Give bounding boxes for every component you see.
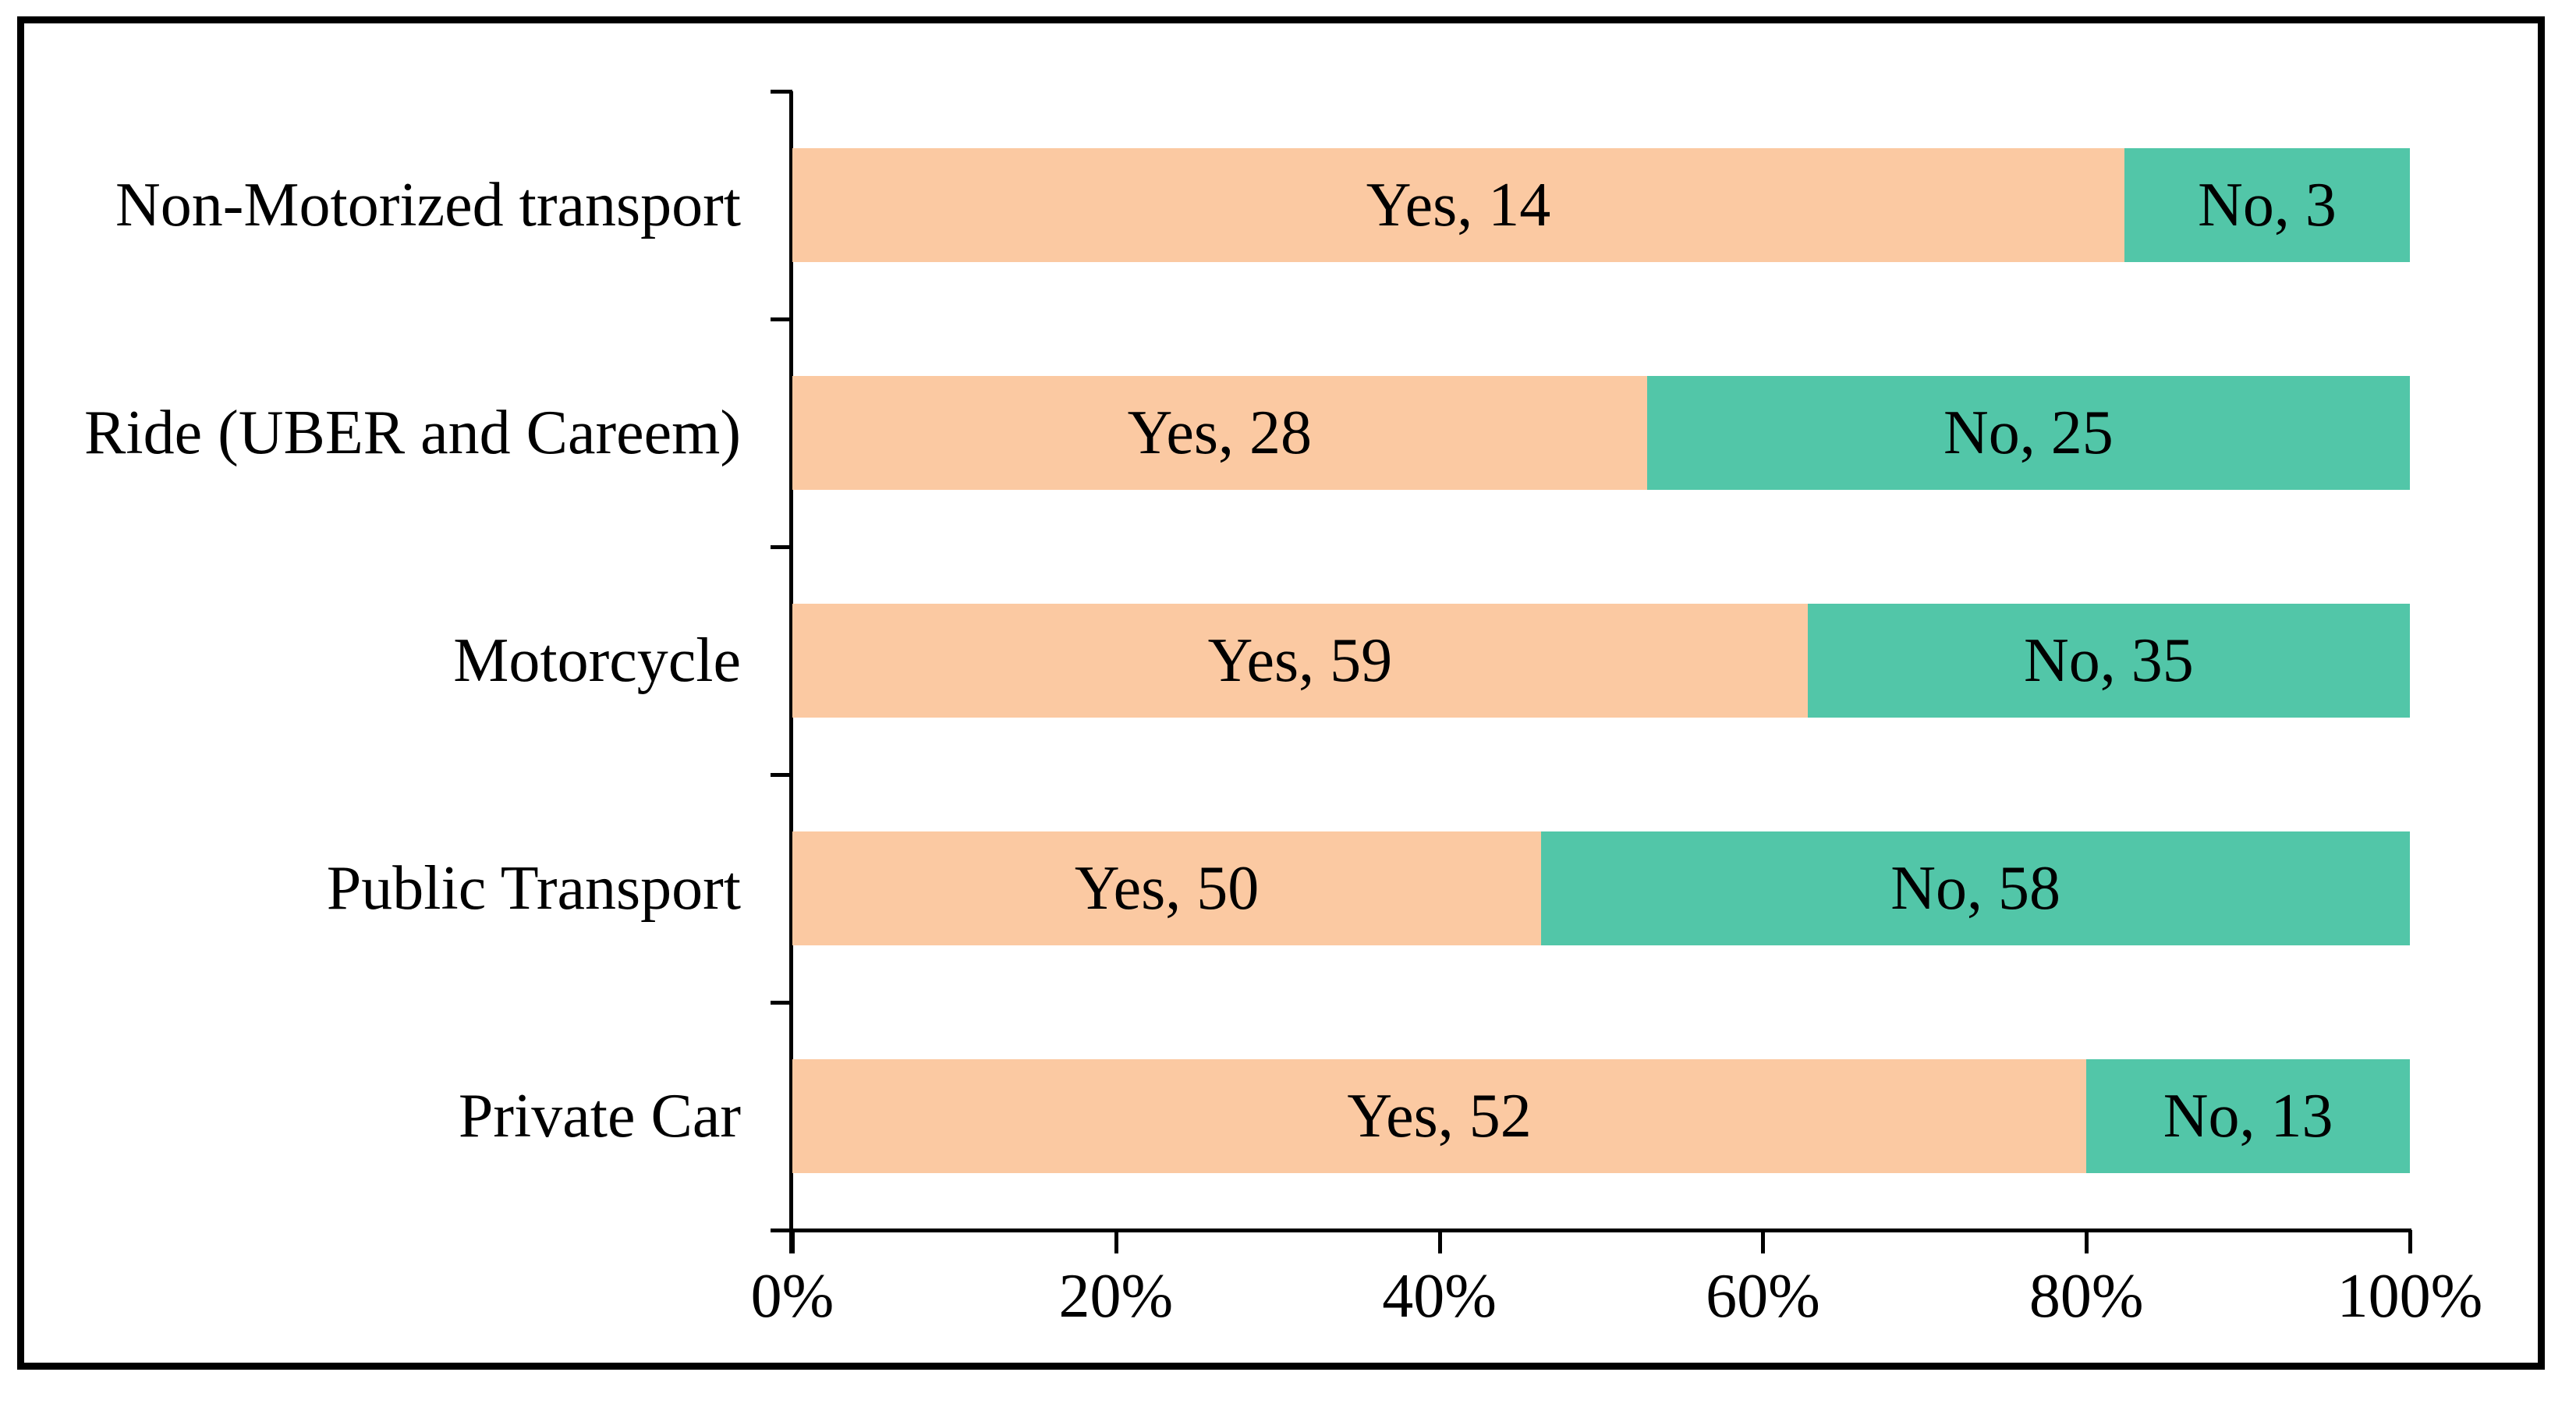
y-axis-line: [789, 91, 793, 1253]
bar-value-label: Yes, 14: [1366, 171, 1551, 239]
category-label: Private Car: [458, 1082, 741, 1150]
bar-value-label: Yes, 52: [1347, 1082, 1532, 1150]
x-tick-label: 40%: [1382, 1262, 1497, 1331]
bar-value-label: No, 13: [2163, 1082, 2333, 1150]
x-axis-line: [771, 1228, 2411, 1232]
category-label: Ride (UBER and Careem): [84, 399, 741, 467]
x-tick-label: 0%: [750, 1262, 834, 1331]
x-tick-label: 80%: [2029, 1262, 2144, 1331]
bar-value-label: No, 58: [1890, 854, 2060, 923]
bar-segment-yes: Yes, 52: [792, 1059, 2087, 1173]
category-label: Public Transport: [326, 854, 741, 923]
y-axis-tick: [771, 1001, 792, 1005]
x-axis-tick: [791, 1230, 795, 1253]
bar-segment-no: No, 3: [2124, 148, 2410, 262]
bar-segment-yes: Yes, 28: [792, 376, 1647, 490]
y-axis-tick: [771, 90, 792, 94]
bar-value-label: Yes, 59: [1207, 626, 1393, 695]
category-label: Motorcycle: [453, 626, 741, 695]
bar-value-label: No, 3: [2198, 171, 2337, 239]
bar-segment-no: No, 35: [1807, 604, 2410, 718]
category-label: Non-Motorized transport: [115, 171, 741, 239]
x-tick-label: 100%: [2337, 1262, 2483, 1331]
x-axis-tick: [1437, 1230, 1442, 1253]
x-axis-tick: [2085, 1230, 2089, 1253]
x-axis-tick: [1761, 1230, 1766, 1253]
bar-value-label: Yes, 50: [1074, 854, 1260, 923]
y-axis-tick: [771, 545, 792, 549]
y-axis-tick: [771, 773, 792, 777]
bar-segment-no: No, 25: [1646, 376, 2410, 490]
bar-value-label: Yes, 28: [1127, 399, 1313, 467]
bar-row: Yes, 28 No, 25: [792, 376, 2410, 490]
bar-row: Yes, 14 No, 3: [792, 148, 2410, 262]
bar-row: Yes, 59 No, 35: [792, 604, 2410, 718]
bar-segment-no: No, 58: [1541, 831, 2410, 945]
bar-row: Yes, 52 No, 13: [792, 1059, 2410, 1173]
bar-segment-yes: Yes, 59: [792, 604, 1808, 718]
y-axis-tick: [771, 317, 792, 321]
x-axis-tick: [1114, 1230, 1118, 1253]
x-tick-label: 20%: [1058, 1262, 1174, 1331]
bar-segment-yes: Yes, 14: [792, 148, 2124, 262]
bar-row: Yes, 50 No, 58: [792, 831, 2410, 945]
x-tick-label: 60%: [1706, 1262, 1820, 1331]
bar-segment-yes: Yes, 50: [792, 831, 1542, 945]
bar-segment-no: No, 13: [2086, 1059, 2410, 1173]
bar-value-label: No, 25: [1943, 399, 2114, 467]
x-axis-tick: [2408, 1230, 2412, 1253]
bar-value-label: No, 35: [2023, 626, 2194, 695]
